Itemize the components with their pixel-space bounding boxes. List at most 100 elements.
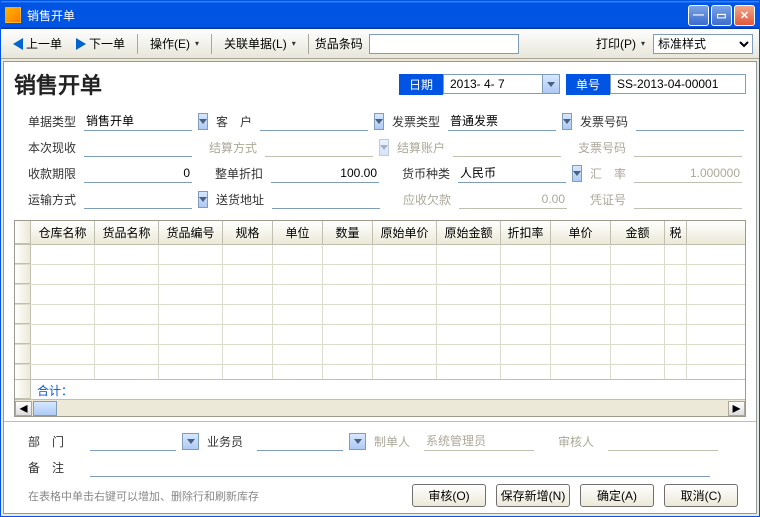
column-header[interactable]: 货品编号 [159,221,223,244]
invoice-type-dropdown[interactable] [562,113,572,130]
scroll-right-button[interactable]: ▸ [728,401,745,416]
date-picker-button[interactable] [543,74,560,94]
header-row: 销售开单 日期 2013- 4- 7 单号 SS-2013-04-00001 [4,62,756,104]
invoice-type-label: 发票类型 [392,113,440,130]
scroll-thumb[interactable] [33,401,57,416]
chevron-down-icon: ▾ [292,39,296,48]
currency-input[interactable] [458,164,566,183]
customer-dropdown[interactable] [374,113,384,130]
table-row[interactable] [15,305,745,325]
action-buttons: 审核(O) 保存新增(N) 确定(A) 取消(C) [412,484,742,507]
minimize-button[interactable]: — [688,5,709,26]
column-header[interactable]: 单价 [551,221,611,244]
grid-sum-row: 合计： [15,379,745,399]
close-button[interactable]: ✕ [734,5,755,26]
column-header[interactable]: 仓库名称 [31,221,95,244]
date-field[interactable]: 2013- 4- 7 [443,74,543,94]
dept-input[interactable] [90,432,176,451]
ship-mode-dropdown[interactable] [198,191,208,208]
maximize-button[interactable]: ▭ [711,5,732,26]
cash-input[interactable] [84,138,192,157]
invoice-no-input[interactable] [636,112,744,131]
rate-label: 汇 率 [590,165,626,182]
ok-button[interactable]: 确定(A) [580,484,654,507]
table-row[interactable] [15,265,745,285]
salesman-label: 业务员 [207,433,249,450]
date-tag: 日期 [399,74,443,95]
table-row[interactable] [15,285,745,305]
currency-dropdown[interactable] [572,165,582,182]
discount-input[interactable] [271,164,379,183]
window-title: 销售开单 [27,7,688,24]
voucher-input [634,190,742,209]
column-header[interactable]: 金额 [611,221,665,244]
column-header[interactable]: 原始金额 [437,221,501,244]
cheque-no-input [634,138,742,157]
grid-header: 仓库名称货品名称货品编号规格单位数量原始单价原始金额折扣率单价金额税 [15,221,745,245]
ship-addr-input[interactable] [272,190,380,209]
maker-label: 制单人 [374,433,416,450]
column-header[interactable]: 单位 [273,221,323,244]
column-header[interactable]: 原始单价 [373,221,437,244]
next-record-button[interactable]: 下一单 [70,33,131,54]
page-title: 销售开单 [14,68,393,100]
invoice-type-input[interactable] [448,112,556,131]
remark-input[interactable] [90,458,710,477]
chevron-down-icon: ▾ [195,39,199,48]
table-row[interactable] [15,365,745,379]
toolbar: 上一单 下一单 操作(E) ▾ 关联单据(L) ▾ 货品条码 打印(P) ▾ 标… [1,29,759,59]
style-select[interactable]: 标准样式 [653,34,753,54]
bill-type-dropdown[interactable] [198,113,208,130]
prev-record-button[interactable]: 上一单 [7,33,68,54]
barcode-label: 货品条码 [315,35,363,52]
table-row[interactable] [15,325,745,345]
remark-label: 备 注 [28,459,82,476]
discount-label: 整单折扣 [215,165,263,182]
number-tag: 单号 [566,74,610,95]
dept-dropdown[interactable] [182,433,199,450]
dept-label: 部 门 [28,433,82,450]
scroll-left-button[interactable]: ◂ [15,401,32,416]
barcode-input[interactable] [369,34,519,54]
cancel-button[interactable]: 取消(C) [664,484,738,507]
column-header[interactable]: 折扣率 [501,221,551,244]
grid: 仓库名称货品名称货品编号规格单位数量原始单价原始金额折扣率单价金额税 合计： ◂… [14,220,746,417]
audit-button[interactable]: 审核(O) [412,484,486,507]
cash-label: 本次现收 [28,139,76,156]
customer-input[interactable] [260,112,368,131]
column-header[interactable]: 规格 [223,221,273,244]
auditor-label: 审核人 [558,433,600,450]
receivable-input [459,190,567,209]
term-label: 收款期限 [28,165,76,182]
column-header[interactable]: 货品名称 [95,221,159,244]
table-row[interactable] [15,245,745,265]
prev-label: 上一单 [26,35,62,52]
related-docs-menu[interactable]: 关联单据(L) ▾ [218,33,302,54]
print-menu[interactable]: 打印(P) ▾ [590,33,651,54]
column-header[interactable]: 税 [665,221,687,244]
hint-text: 在表格中单击右键可以增加、删除行和刷新库存 [28,488,412,504]
settle-acct-label: 结算账户 [397,139,445,156]
currency-label: 货币种类 [402,165,450,182]
settle-acct-input [453,138,561,157]
save-new-button[interactable]: 保存新增(N) [496,484,570,507]
operate-menu[interactable]: 操作(E) ▾ [144,33,205,54]
table-row[interactable] [15,345,745,365]
horizontal-scrollbar[interactable]: ◂ ▸ [15,399,745,416]
settle-mode-dropdown [379,139,389,156]
auditor-input [608,432,718,451]
arrow-left-icon [13,38,23,50]
arrow-right-icon [76,38,86,50]
salesman-dropdown[interactable] [349,433,366,450]
bill-type-input[interactable] [84,112,192,131]
ship-mode-input[interactable] [84,190,192,209]
titlebar: 销售开单 — ▭ ✕ [1,1,759,29]
receivable-label: 应收欠款 [403,191,451,208]
grid-body[interactable] [15,245,745,379]
grid-corner [15,221,31,244]
salesman-input[interactable] [257,432,343,451]
maker-input [424,432,534,451]
term-input[interactable] [84,164,192,183]
doc-number-field[interactable]: SS-2013-04-00001 [610,74,746,94]
column-header[interactable]: 数量 [323,221,373,244]
